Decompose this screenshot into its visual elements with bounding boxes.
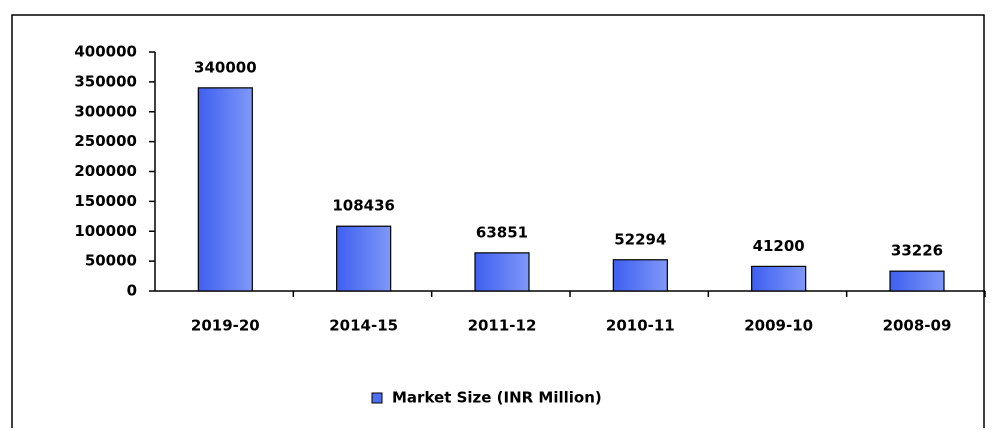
x-tick-label: 2019-20 [191, 317, 260, 335]
data-label: 63851 [476, 223, 528, 241]
x-tick-label: 2009-10 [744, 317, 813, 335]
legend-label: Market Size (INR Million) [392, 389, 602, 407]
bar [197, 87, 253, 292]
bar [889, 270, 945, 292]
x-tick-label: 2008-09 [883, 317, 952, 335]
x-tick-label: 2010-11 [606, 317, 675, 335]
data-label: 41200 [753, 237, 805, 255]
y-tick-label: 300000 [74, 102, 137, 120]
y-tick-label: 0 [127, 282, 137, 300]
x-tick-label: 2011-12 [468, 317, 537, 335]
data-label: 108436 [332, 197, 395, 215]
bar [751, 265, 807, 292]
y-tick-label: 50000 [85, 252, 137, 270]
data-label: 52294 [614, 230, 666, 248]
data-label: 340000 [194, 58, 257, 76]
y-tick-label: 100000 [74, 222, 137, 240]
y-tick-label: 250000 [74, 132, 137, 150]
data-label: 33226 [891, 242, 943, 260]
x-tick-label: 2014-15 [329, 317, 398, 335]
bar [336, 225, 392, 292]
y-tick-label: 400000 [74, 43, 137, 61]
bar [612, 259, 668, 292]
y-tick-label: 350000 [74, 72, 137, 90]
chart-border [11, 14, 985, 432]
legend-swatch [371, 392, 383, 404]
y-tick-label: 200000 [74, 162, 137, 180]
bar [474, 252, 530, 292]
y-tick-label: 150000 [74, 192, 137, 210]
